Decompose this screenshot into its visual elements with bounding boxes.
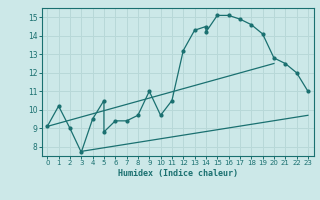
X-axis label: Humidex (Indice chaleur): Humidex (Indice chaleur) [118,169,237,178]
